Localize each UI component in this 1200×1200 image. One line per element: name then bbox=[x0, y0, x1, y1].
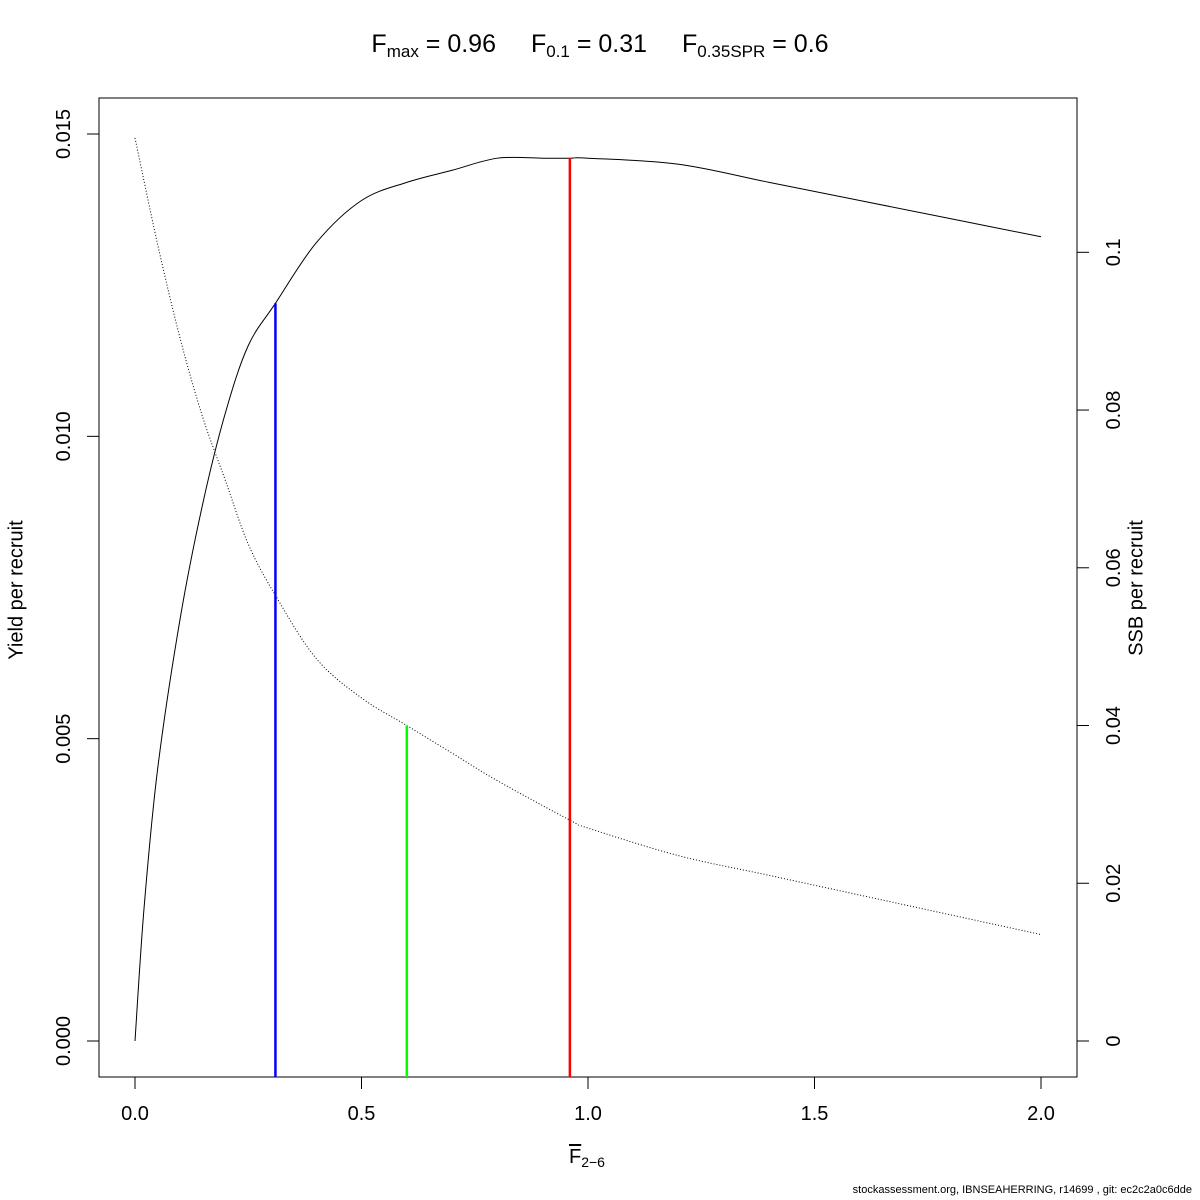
x-axis-label: F2−6 bbox=[569, 1146, 605, 1170]
x-tick-label: 2.0 bbox=[1027, 1103, 1055, 1125]
y-axis-right: 0 0.02 0.04 0.06 0.08 0.1 bbox=[1076, 238, 1125, 1047]
y-right-tick-label: 0.08 bbox=[1103, 391, 1125, 430]
x-tick-label: 0.5 bbox=[348, 1103, 376, 1125]
title-f01: F0.1 = 0.31 bbox=[531, 30, 647, 62]
y-right-tick-label: 0 bbox=[1103, 1035, 1125, 1046]
y-left-tick-label: 0.010 bbox=[53, 411, 75, 461]
title-f035spr: F0.35SPR = 0.6 bbox=[682, 30, 829, 62]
y-right-tick-label: 0.1 bbox=[1103, 238, 1125, 266]
title-f01-value: = 0.31 bbox=[576, 30, 648, 58]
chart-title: Fmax = 0.96 F0.1 = 0.31 F0.35SPR = 0.6 bbox=[0, 30, 1200, 62]
footer-source: stockassessment.org, IBNSEAHERRING, r146… bbox=[852, 1184, 1192, 1196]
y-right-tick-label: 0.02 bbox=[1103, 864, 1125, 903]
title-fmax-sub: max bbox=[386, 42, 419, 61]
title-f035spr-sub: 0.35SPR bbox=[697, 42, 766, 61]
title-f01-sub: 0.1 bbox=[546, 42, 570, 61]
ssb-per-recruit-line bbox=[134, 137, 1042, 936]
yield-per-recruit-line bbox=[134, 156, 1042, 1042]
y-left-tick-label: 0.005 bbox=[53, 714, 75, 764]
title-fmax: Fmax = 0.96 bbox=[371, 30, 496, 62]
x-axis-label-main: F bbox=[569, 1146, 582, 1168]
x-tick-label: 1.0 bbox=[574, 1103, 602, 1125]
x-axis-label-sub: 2−6 bbox=[581, 1154, 605, 1170]
y-left-tick-label: 0.000 bbox=[53, 1016, 75, 1066]
series-layer bbox=[134, 137, 1042, 1042]
x-axis: 0.0 0.5 1.0 1.5 2.0 bbox=[121, 1076, 1055, 1125]
title-f035spr-label: F bbox=[681, 30, 698, 58]
title-f035spr-value: = 0.6 bbox=[772, 30, 829, 58]
y-axis-left-label: Yield per recruit bbox=[5, 520, 28, 660]
title-fmax-value: = 0.96 bbox=[425, 30, 496, 58]
title-fmax-label: F bbox=[371, 30, 387, 58]
y-right-tick-label: 0.06 bbox=[1103, 548, 1125, 587]
reference-lines bbox=[274, 158, 572, 1077]
y-right-tick-label: 0.04 bbox=[1103, 706, 1125, 745]
plot-frame bbox=[98, 97, 1078, 1078]
title-f01-label: F bbox=[530, 30, 547, 58]
y-left-tick-label: 0.015 bbox=[53, 109, 75, 159]
y-axis-right-label: SSB per recruit bbox=[1125, 520, 1148, 656]
y-axis-left: 0.000 0.005 0.010 0.015 bbox=[53, 109, 100, 1066]
x-tick-label: 1.5 bbox=[801, 1103, 829, 1125]
x-tick-label: 0.0 bbox=[121, 1103, 149, 1125]
